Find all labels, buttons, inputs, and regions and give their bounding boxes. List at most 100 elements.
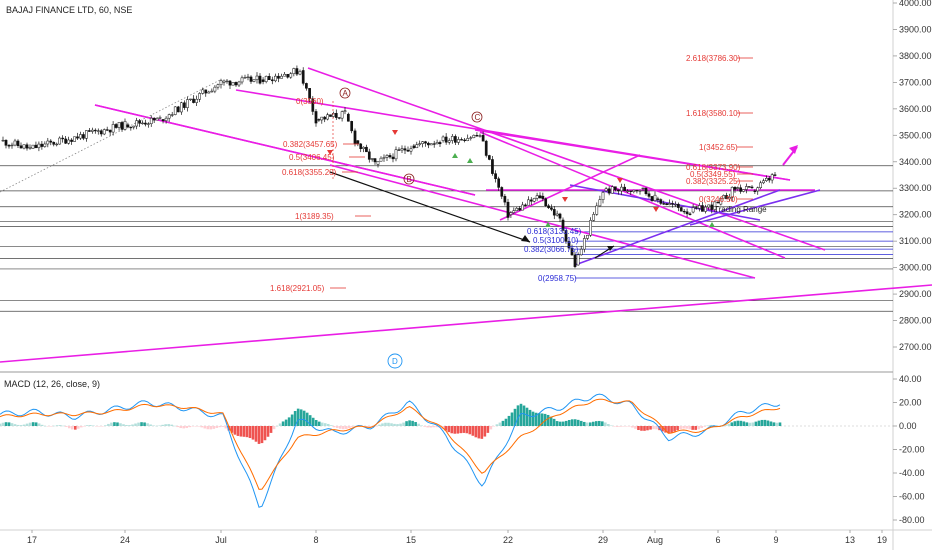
price-tick-label: 3200.00	[899, 210, 932, 220]
histogram-bar	[131, 424, 134, 426]
histogram-bar	[450, 426, 454, 434]
histogram-bar	[7, 422, 11, 426]
candle-body	[756, 187, 760, 192]
signal-marker	[545, 222, 551, 227]
candle-body	[750, 186, 754, 189]
histogram-bar	[1, 422, 5, 426]
histogram-bar	[375, 426, 378, 427]
candle-body	[541, 195, 545, 199]
histogram-bar	[649, 426, 652, 430]
histogram-bar	[314, 420, 318, 426]
histogram-bar	[329, 425, 333, 426]
histogram-bar	[474, 426, 478, 438]
candle-body	[249, 76, 253, 82]
wave-label-d: D	[387, 353, 403, 369]
histogram-bar	[239, 426, 243, 437]
histogram-bar	[197, 426, 201, 427]
histogram-bar	[414, 422, 417, 426]
macd-tick-label: -40.00	[899, 468, 925, 478]
candle-body	[435, 142, 439, 145]
candle-body	[429, 143, 433, 146]
macd-legend: MACD (12, 26, close, 9)	[4, 379, 100, 389]
candle-body	[183, 102, 186, 108]
histogram-bar	[724, 425, 728, 426]
candle-body	[469, 137, 473, 139]
candle-body	[58, 137, 62, 145]
histogram-bar	[284, 419, 288, 426]
macd-tick-label: -60.00	[899, 492, 925, 502]
candle-body	[432, 143, 436, 145]
histogram-bar	[293, 411, 297, 426]
histogram-bar	[411, 420, 414, 426]
candle-body	[301, 70, 305, 84]
histogram-bar	[260, 426, 264, 444]
histogram-bar	[86, 425, 89, 426]
histogram-bar	[447, 426, 451, 433]
candle-body	[356, 140, 360, 145]
histogram-bar	[203, 426, 207, 429]
histogram-bar	[607, 424, 610, 426]
candle-body	[589, 220, 592, 236]
candle-body	[367, 151, 371, 160]
histogram-bar	[766, 420, 770, 426]
candle-body	[49, 140, 53, 143]
candle-body	[70, 139, 73, 142]
candle-body	[512, 210, 516, 213]
target-arrow-head	[789, 145, 798, 154]
candle-body	[102, 129, 106, 135]
candle-body	[132, 125, 136, 128]
candle-body	[79, 134, 82, 139]
candle-body	[400, 148, 404, 151]
histogram-bar	[146, 423, 149, 426]
candle-body	[207, 91, 211, 94]
histogram-bar	[170, 424, 173, 426]
candle-body	[418, 143, 422, 145]
candle-body	[567, 241, 571, 249]
candle-body	[105, 129, 109, 131]
fib-label-low: 0.5(3100.10)	[533, 236, 579, 245]
candle-body	[167, 114, 171, 119]
candle-body	[742, 189, 745, 192]
histogram-bar	[345, 426, 348, 429]
histogram-bar	[209, 426, 213, 430]
histogram-bar	[332, 426, 336, 428]
candle-body	[76, 136, 79, 139]
histogram-bar	[585, 422, 589, 426]
candle-body	[152, 117, 156, 121]
histogram-bar	[736, 420, 740, 426]
fib-label-left: 1.618(2921.05)	[270, 284, 325, 293]
histogram-bar	[691, 426, 694, 430]
macd-tick-label: 20.00	[899, 398, 922, 408]
candle-body	[31, 144, 35, 149]
histogram-bar	[504, 418, 508, 426]
histogram-bar	[489, 426, 493, 430]
histogram-bar	[465, 426, 469, 434]
histogram-bar	[73, 426, 77, 430]
trend-line	[307, 67, 826, 251]
time-tick-label: 6	[715, 535, 720, 545]
histogram-bar	[206, 426, 210, 430]
time-tick-label: 19	[877, 535, 887, 545]
candle-body	[261, 79, 265, 82]
candle-body	[503, 196, 507, 203]
histogram-bar	[52, 425, 56, 427]
candle-body	[43, 143, 47, 147]
histogram-bar	[128, 425, 131, 426]
histogram-bar	[604, 422, 607, 426]
histogram-bar	[730, 422, 734, 426]
histogram-bar	[664, 426, 667, 433]
histogram-bar	[34, 422, 38, 426]
candle-body	[601, 192, 605, 200]
histogram-bar	[591, 421, 595, 426]
candle-body	[450, 136, 454, 141]
candle-body	[487, 155, 491, 160]
time-tick-label: Aug	[647, 535, 663, 545]
candle-body	[90, 129, 94, 132]
trend-lines[interactable]	[0, 67, 932, 363]
histogram-bar	[471, 426, 475, 436]
candle-body	[114, 124, 118, 128]
candle-body	[376, 160, 380, 165]
candle-body	[733, 187, 737, 190]
candle-body	[170, 114, 174, 116]
